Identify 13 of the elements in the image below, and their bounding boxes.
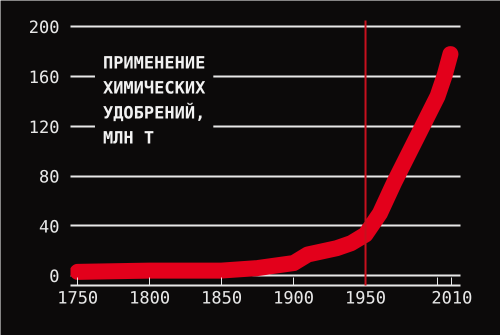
text: ПРИМЕНЕНИЕ ХИМИЧЕСКИХ УДОБРЕНИЙ, МЛН Т: [102, 53, 206, 148]
y-tick-label: 0: [49, 267, 60, 288]
y-tick-label: 40: [39, 217, 60, 238]
x-tick-label: 2010: [431, 288, 472, 308]
y-tick-label: 80: [39, 168, 60, 188]
y-tick-label: 200: [28, 18, 60, 38]
x-tick-label: 1900: [273, 288, 314, 308]
y-tick-label: 120: [28, 118, 60, 138]
y-tick-label: 160: [28, 68, 60, 88]
x-tick-label: 1950: [345, 288, 386, 308]
x-tick-label: 1750: [57, 288, 98, 308]
x-tick-label: 1850: [201, 288, 242, 308]
x-tick-label: 1800: [129, 288, 170, 308]
